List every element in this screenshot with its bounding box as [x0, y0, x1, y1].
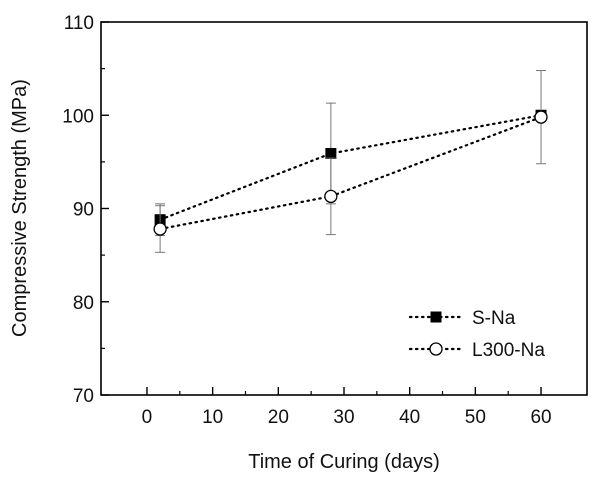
y-tick-label: 100: [62, 106, 94, 127]
x-tick-label: 30: [333, 407, 354, 428]
data-point: [153, 222, 167, 236]
x-tick-label: 40: [399, 407, 420, 428]
series-layer: [153, 69, 548, 253]
y-tick-label: 110: [64, 13, 94, 34]
x-axis-title: Time of Curing (days): [248, 451, 440, 473]
y-axis-title: Compressive Strength (MPa): [9, 79, 31, 337]
legend-item: L300-Na: [408, 340, 545, 361]
data-point: [534, 110, 548, 124]
y-tick-label: 70: [73, 386, 94, 407]
y-tick-label: 90: [73, 200, 94, 221]
legend-item: S-Na: [408, 308, 516, 329]
series-1: [153, 69, 548, 253]
legend-label: L300-Na: [472, 340, 545, 361]
series-line: [159, 116, 543, 231]
series-0: [154, 102, 547, 237]
legend-label: S-Na: [472, 308, 516, 329]
x-tick-label: 60: [530, 407, 551, 428]
y-tick-label: 80: [73, 293, 94, 314]
data-point: [324, 189, 338, 204]
x-tick-label: 20: [268, 407, 289, 428]
legend-marker: [429, 342, 443, 356]
x-tick-label: 10: [202, 407, 223, 428]
axes-layer: 0 10 20 30 40 50 60 70 80 90 100 110: [62, 13, 551, 428]
x-tick-label: 0: [142, 407, 153, 428]
x-tick-label: 50: [465, 407, 486, 428]
legend: S-Na L300-Na: [408, 308, 545, 361]
data-point: [325, 147, 337, 159]
series-line: [159, 114, 543, 221]
legend-marker: [430, 311, 442, 323]
